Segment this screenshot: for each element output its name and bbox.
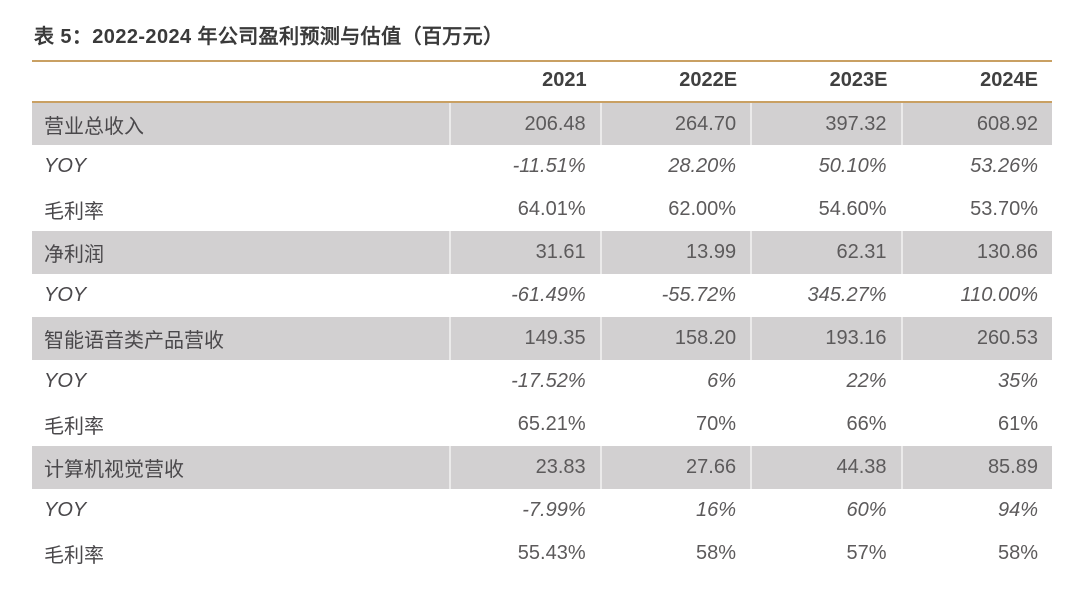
table-body: 营业总收入 206.48 264.70 397.32 608.92 YOY -1… xyxy=(32,102,1052,575)
row-value: 206.48 xyxy=(449,102,601,145)
row-value: 53.26% xyxy=(900,145,1052,188)
row-value: 158.20 xyxy=(599,317,752,360)
table-row: 毛利率 64.01% 62.00% 54.60% 53.70% xyxy=(32,188,1052,231)
table-header-row: 2021 2022E 2023E 2024E xyxy=(32,62,1052,103)
table-row: YOY -11.51% 28.20% 50.10% 53.26% xyxy=(32,145,1052,188)
row-label: 净利润 xyxy=(32,231,451,274)
row-label: 计算机视觉营收 xyxy=(32,446,451,489)
header-spacer xyxy=(32,62,451,103)
row-value: 54.60% xyxy=(750,188,902,231)
row-value: -55.72% xyxy=(599,274,752,317)
row-value: 23.83 xyxy=(449,446,601,489)
table-row: 毛利率 65.21% 70% 66% 61% xyxy=(32,403,1052,446)
column-header-2023e: 2023E xyxy=(751,62,902,103)
row-value: 264.70 xyxy=(599,102,752,145)
row-value: 55.43% xyxy=(449,532,601,575)
row-label: YOY xyxy=(44,370,87,392)
table-caption: 表 5：2022-2024 年公司盈利预测与估值（百万元） xyxy=(32,14,1052,62)
row-label: 毛利率 xyxy=(44,545,104,567)
row-value: 62.31 xyxy=(750,231,902,274)
row-value: 50.10% xyxy=(750,145,902,188)
row-value: 58% xyxy=(599,532,752,575)
row-value: 110.00% xyxy=(900,274,1052,317)
column-header-2021: 2021 xyxy=(450,62,601,103)
row-value: 6% xyxy=(599,360,752,403)
row-value: 608.92 xyxy=(900,102,1052,145)
row-value: 65.21% xyxy=(449,403,601,446)
row-value: 44.38 xyxy=(750,446,902,489)
row-value: 397.32 xyxy=(750,102,902,145)
row-value: 260.53 xyxy=(900,317,1052,360)
row-value: 60% xyxy=(750,489,902,532)
row-value: 62.00% xyxy=(599,188,752,231)
table-row: YOY -61.49% -55.72% 345.27% 110.00% xyxy=(32,274,1052,317)
row-value: 66% xyxy=(750,403,902,446)
row-value: 27.66 xyxy=(599,446,752,489)
row-value: 85.89 xyxy=(900,446,1052,489)
row-value: 70% xyxy=(599,403,752,446)
row-value: 35% xyxy=(900,360,1052,403)
row-label: YOY xyxy=(44,284,87,306)
row-value: 94% xyxy=(900,489,1052,532)
table-row: 毛利率 55.43% 58% 57% 58% xyxy=(32,532,1052,575)
row-value: 130.86 xyxy=(900,231,1052,274)
row-label: YOY xyxy=(44,155,87,177)
row-value: 57% xyxy=(750,532,902,575)
row-label: 毛利率 xyxy=(44,201,104,223)
row-value: 64.01% xyxy=(449,188,601,231)
row-value: 16% xyxy=(599,489,752,532)
row-value: 31.61 xyxy=(449,231,601,274)
row-value: 53.70% xyxy=(900,188,1052,231)
forecast-valuation-table: 2021 2022E 2023E 2024E 营业总收入 206.48 264.… xyxy=(32,62,1052,575)
row-value: -17.52% xyxy=(449,360,601,403)
row-value: -7.99% xyxy=(449,489,601,532)
row-value: 149.35 xyxy=(449,317,601,360)
row-value: 13.99 xyxy=(599,231,752,274)
row-value: -61.49% xyxy=(449,274,601,317)
table-row: YOY -7.99% 16% 60% 94% xyxy=(32,489,1052,532)
row-label: 毛利率 xyxy=(44,416,104,438)
table-row: YOY -17.52% 6% 22% 35% xyxy=(32,360,1052,403)
row-value: 61% xyxy=(900,403,1052,446)
row-value: -11.51% xyxy=(449,145,601,188)
row-value: 193.16 xyxy=(750,317,902,360)
table-row: 计算机视觉营收 23.83 27.66 44.38 85.89 xyxy=(32,446,1052,489)
table-row: 智能语音类产品营收 149.35 158.20 193.16 260.53 xyxy=(32,317,1052,360)
table-row: 净利润 31.61 13.99 62.31 130.86 xyxy=(32,231,1052,274)
column-header-2022e: 2022E xyxy=(600,62,752,103)
table-row: 营业总收入 206.48 264.70 397.32 608.92 xyxy=(32,102,1052,145)
row-value: 28.20% xyxy=(599,145,752,188)
row-value: 58% xyxy=(900,532,1052,575)
row-label: 营业总收入 xyxy=(32,102,451,145)
row-value: 345.27% xyxy=(750,274,902,317)
report-table-section: 表 5：2022-2024 年公司盈利预测与估值（百万元） 2021 2022E… xyxy=(32,14,1052,575)
column-header-2024e: 2024E xyxy=(901,62,1052,103)
row-label: 智能语音类产品营收 xyxy=(32,317,451,360)
row-label: YOY xyxy=(44,499,87,521)
row-value: 22% xyxy=(750,360,902,403)
